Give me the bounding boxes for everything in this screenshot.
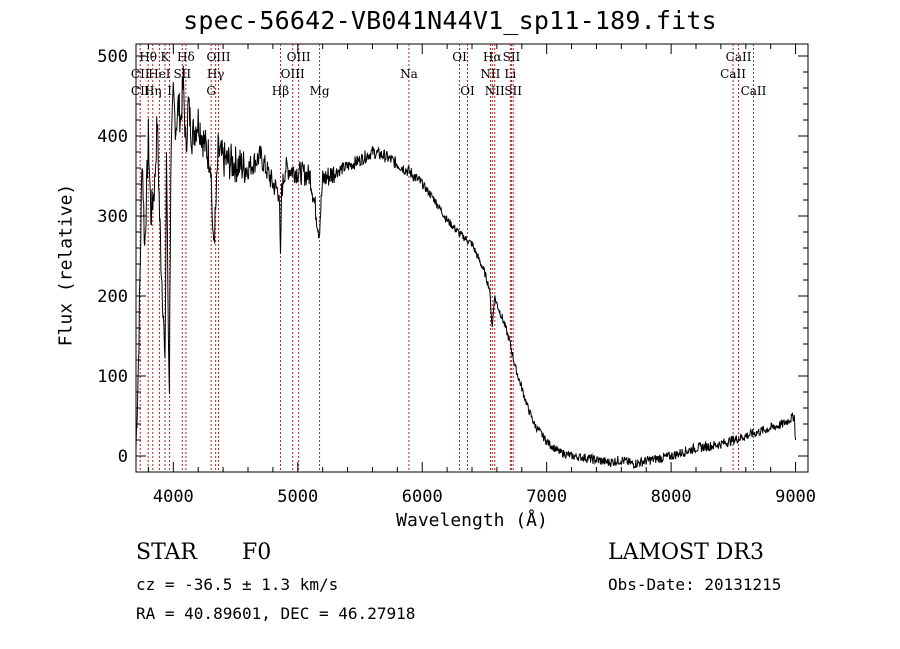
coordinates: RA = 40.89601, DEC = 46.27918 (136, 604, 416, 623)
spectral-line-markers (139, 44, 754, 472)
x-tick-label: 7000 (526, 487, 567, 507)
redshift-velocity: cz = -36.5 ± 1.3 km/s (136, 575, 339, 594)
observation-date: Obs-Date: 20131215 (608, 575, 782, 594)
line-label: OI (452, 50, 467, 64)
x-tick-label: 6000 (402, 487, 443, 507)
line-label: Hβ (272, 84, 289, 98)
line-label: Hγ (207, 67, 225, 81)
line-label: OIII (281, 67, 305, 81)
line-label: G (206, 84, 216, 98)
x-tick-label: 4000 (153, 487, 194, 507)
y-tick-label: 0 (118, 447, 128, 467)
line-label: Hη (144, 84, 162, 98)
line-label: Hα (483, 50, 502, 64)
line-label: CaII (726, 50, 752, 64)
line-label: NII (480, 67, 500, 81)
line-label: CII (131, 67, 150, 81)
y-axis: 0 100 200 300 400 500 (97, 47, 808, 467)
line-label: OIII (206, 50, 230, 64)
line-label: Li (504, 67, 516, 81)
y-tick-label: 400 (97, 127, 128, 147)
line-label: Na (400, 67, 418, 81)
line-label: CaII (720, 67, 746, 81)
y-tick-label: 100 (97, 367, 128, 387)
line-label: CII (131, 84, 150, 98)
y-tick-label: 300 (97, 207, 128, 227)
line-label: I (167, 84, 172, 98)
line-label: HeI (148, 67, 171, 81)
x-tick-label: 5000 (277, 487, 318, 507)
survey-name: LAMOST DR3 (608, 540, 764, 565)
line-label: SII (503, 50, 521, 64)
line-label: OIII (287, 50, 311, 64)
chart-title: spec-56642-VB041N44V1_sp11-189.fits (183, 6, 717, 35)
line-label: SII (173, 67, 191, 81)
x-axis: 4000 5000 6000 7000 8000 9000 (147, 44, 816, 507)
line-label: OI (460, 84, 475, 98)
x-axis-label: Wavelength (Å) (396, 510, 548, 531)
object-subclass: F0 (242, 540, 272, 565)
line-label: Hθ (139, 50, 157, 64)
x-tick-label: 8000 (651, 487, 692, 507)
object-class: STAR (136, 540, 197, 565)
line-label: NII (485, 84, 505, 98)
spectrum-line (136, 65, 797, 470)
line-label: Mg (310, 84, 330, 98)
line-label: Hδ (177, 50, 195, 64)
y-axis-label: Flux (relative) (55, 183, 77, 347)
line-label: CaII (741, 84, 767, 98)
line-label: SII (504, 84, 522, 98)
y-tick-label: 200 (97, 287, 128, 307)
line-label: K (161, 50, 171, 64)
x-tick-label: 9000 (775, 487, 816, 507)
y-tick-label: 500 (97, 47, 128, 67)
plot-frame (135, 43, 809, 473)
